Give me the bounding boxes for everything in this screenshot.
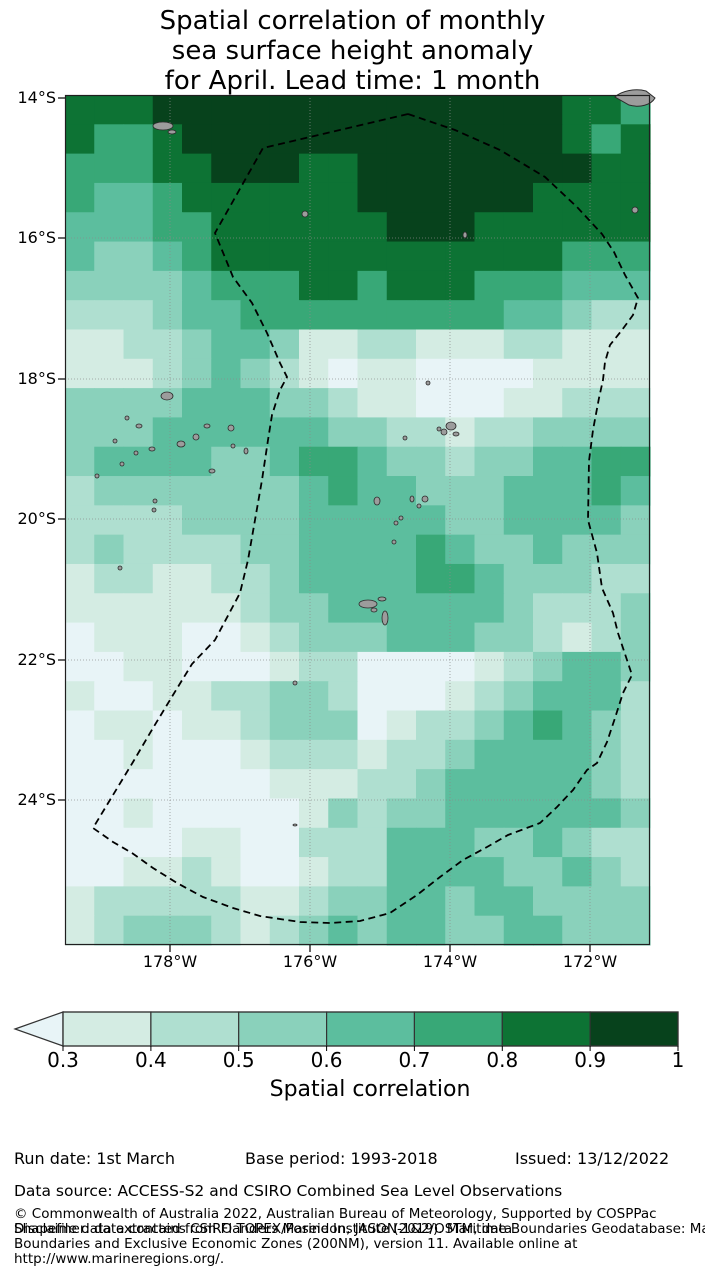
chart-title-line2: sea surface height anomaly <box>171 36 534 66</box>
colorbar-tick-label: 0.9 <box>574 1048 607 1072</box>
data-source-text: Data source: ACCESS-S2 and CSIRO Combine… <box>14 1182 563 1200</box>
lon-tick-label: 178°W <box>142 952 198 971</box>
colorbar-svg <box>13 1011 679 1051</box>
colorbar-tick-label: 0.6 <box>310 1048 343 1072</box>
lon-tick-label: 172°W <box>562 952 618 971</box>
chart-title-line3: for April. Lead time: 1 month <box>164 66 541 96</box>
lon-tick-label: 174°W <box>422 952 478 971</box>
colorbar-tick-label: 0.5 <box>222 1048 255 1072</box>
shapefile-credit-line1: Shapefile data extracted from Flanders M… <box>14 1221 705 1237</box>
base-period-text: Base period: 1993-2018 <box>245 1149 438 1168</box>
disclaimer-overlapping-text: Disclaimer: data contains CSIRO TOPEX/Po… <box>14 1221 513 1237</box>
colorbar-tick-label: 0.4 <box>134 1048 167 1072</box>
map-svg <box>58 89 656 952</box>
shapefile-credit-line2: Boundaries and Exclusive Economic Zones … <box>14 1236 578 1252</box>
colorbar <box>0 1008 705 1053</box>
lat-tick-label: 18°S <box>17 369 56 388</box>
run-date-text: Run date: 1st March <box>14 1149 175 1168</box>
correlation-map <box>58 89 656 952</box>
chart-title: Spatial correlation of monthly sea surfa… <box>0 6 705 96</box>
chart-title-line1: Spatial correlation of monthly <box>159 6 546 36</box>
colorbar-tick-label: 1 <box>671 1048 685 1072</box>
colorbar-tick-label: 0.3 <box>47 1048 79 1072</box>
colorbar-label: Spatial correlation <box>269 1077 471 1102</box>
colorbar-tick-label: 0.7 <box>398 1048 431 1072</box>
lon-tick-label: 176°W <box>282 952 338 971</box>
colorbar-tick-label: 0.8 <box>486 1048 519 1072</box>
lat-tick-label: 20°S <box>17 509 56 528</box>
issued-text: Issued: 13/12/2022 <box>515 1149 670 1168</box>
lat-tick-label: 14°S <box>17 88 56 107</box>
copyright-text: © Commonwealth of Australia 2022, Austra… <box>14 1206 657 1222</box>
shapefile-credit-line3: http://www.marineregions.org/. <box>14 1251 225 1267</box>
lat-tick-label: 24°S <box>17 790 56 809</box>
lat-tick-label: 16°S <box>17 228 56 247</box>
lat-tick-label: 22°S <box>17 650 56 669</box>
